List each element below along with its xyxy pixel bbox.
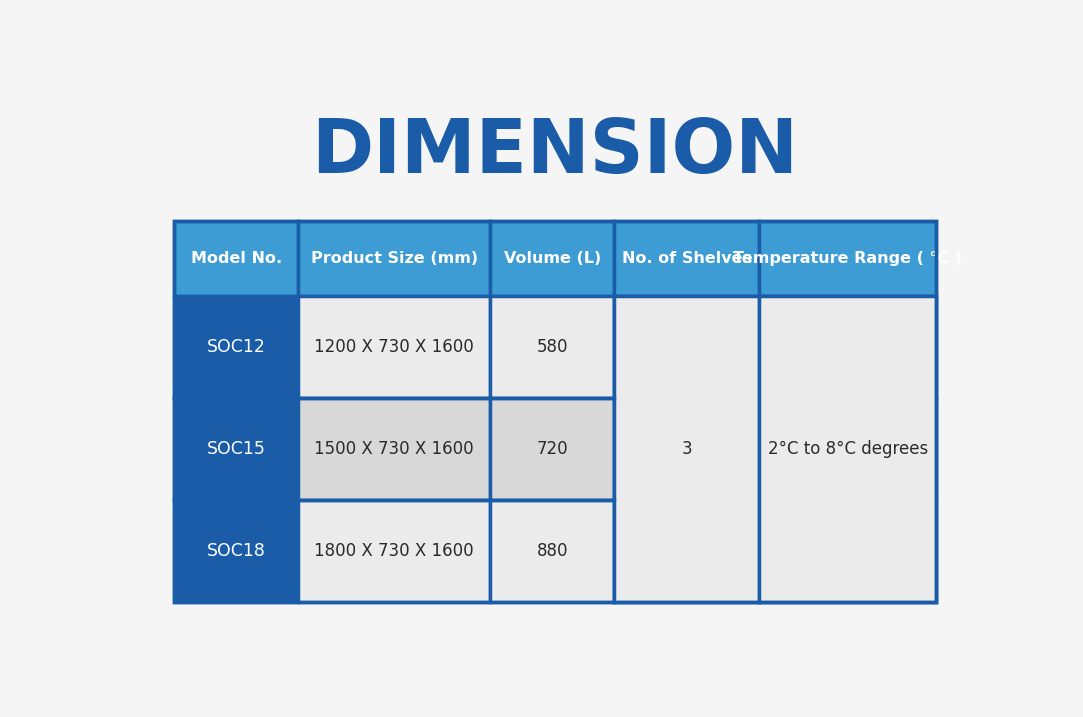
Bar	[174, 222, 936, 602]
Bar	[491, 398, 614, 500]
Bar	[174, 398, 298, 500]
Bar	[759, 222, 936, 295]
Text: 720: 720	[536, 440, 569, 458]
Bar	[759, 295, 936, 602]
Bar	[298, 500, 491, 602]
Text: No. of Shelves: No. of Shelves	[622, 251, 752, 266]
Bar	[491, 500, 614, 602]
Bar	[491, 295, 614, 398]
Text: SOC12: SOC12	[207, 338, 265, 356]
Text: Model No.: Model No.	[191, 251, 282, 266]
Bar	[174, 222, 298, 295]
Text: Temperature Range ( °C ): Temperature Range ( °C )	[733, 251, 963, 266]
Text: 1800 X 730 X 1600: 1800 X 730 X 1600	[314, 542, 474, 560]
Bar	[759, 500, 936, 602]
Text: Volume (L): Volume (L)	[504, 251, 601, 266]
Text: 2°C to 8°C degrees: 2°C to 8°C degrees	[768, 440, 928, 458]
Text: DIMENSION: DIMENSION	[312, 115, 798, 189]
Bar	[174, 500, 298, 602]
Bar	[614, 398, 759, 500]
Bar	[174, 295, 298, 398]
Text: 880: 880	[536, 542, 569, 560]
Bar	[298, 398, 491, 500]
Text: SOC15: SOC15	[207, 440, 265, 458]
Text: SOC18: SOC18	[207, 542, 265, 560]
Text: 3: 3	[681, 440, 692, 458]
Bar	[298, 295, 491, 398]
Text: 580: 580	[536, 338, 569, 356]
Bar	[614, 500, 759, 602]
Bar	[614, 295, 759, 602]
Bar	[759, 295, 936, 398]
Bar	[759, 398, 936, 500]
Bar	[491, 222, 614, 295]
Bar	[298, 222, 491, 295]
Text: Product Size (mm): Product Size (mm)	[311, 251, 478, 266]
Bar	[614, 222, 759, 295]
Bar	[614, 295, 759, 398]
Text: 1500 X 730 X 1600: 1500 X 730 X 1600	[314, 440, 474, 458]
Text: 1200 X 730 X 1600: 1200 X 730 X 1600	[314, 338, 474, 356]
